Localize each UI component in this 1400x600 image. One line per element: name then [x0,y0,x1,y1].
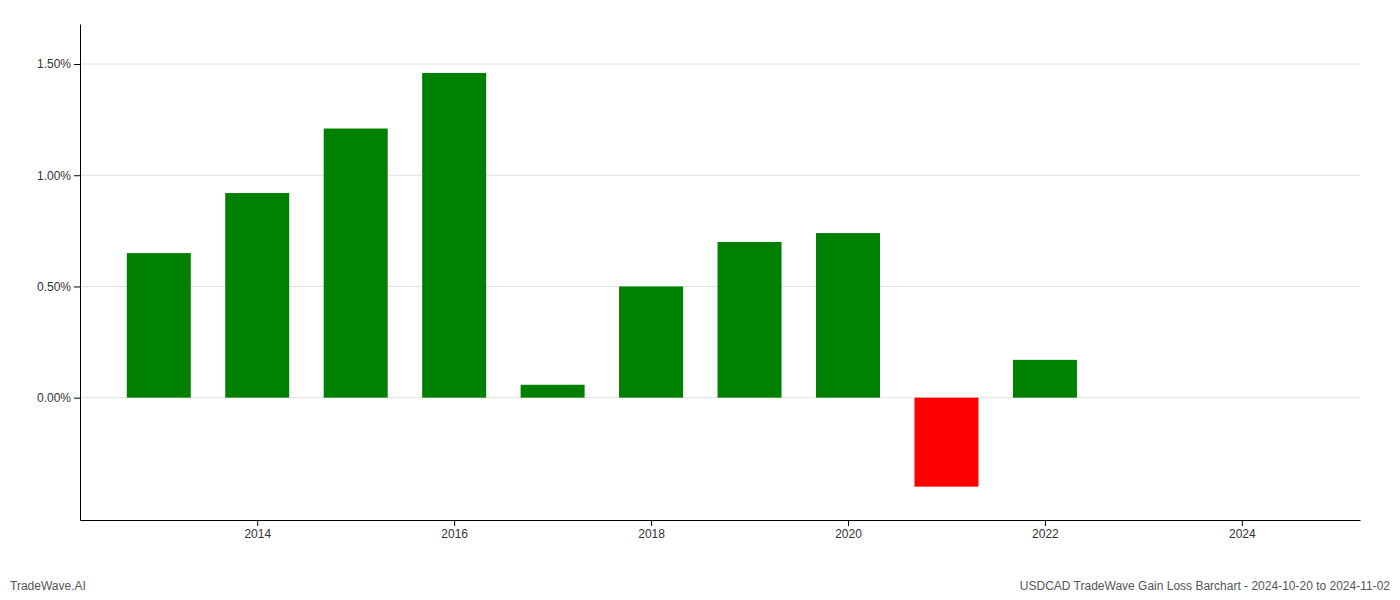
tick: 2022 [1032,520,1059,541]
bar [718,242,782,398]
tick-mark [454,520,455,526]
tick-mark [257,520,258,526]
tick: 2014 [244,520,271,541]
annotation: TradeWave.AI [10,579,86,593]
tick: 1.00% [37,169,80,183]
tick-label: 1.00% [37,169,71,183]
bar [127,253,191,398]
chart-container: 2014 2016 2018 2020 2022 2024 0.00% 0.50% 1.00% 1… [0,0,1400,600]
tick-label: 2016 [441,527,468,541]
bar [225,193,289,398]
bar [619,286,683,397]
bar [521,385,585,398]
tick-label: 2024 [1229,527,1256,541]
tick: 2024 [1229,520,1256,541]
grid-line [80,64,1360,65]
tick: 0.50% [37,280,80,294]
bar [324,129,388,398]
tick-mark [74,175,80,176]
annotation: USDCAD TradeWave Gain Loss Barchart - 20… [1020,579,1391,593]
footer: TradeWave.AI USDCAD TradeWave Gain Loss B… [10,579,1390,593]
tick-label: 2020 [835,527,862,541]
tick-mark [74,286,80,287]
y-axis: 0.00% 0.50% 1.00% 1.50% [37,25,81,521]
x-axis: 2014 2016 2018 2020 2022 2024 [81,520,1361,541]
tick-mark [74,64,80,65]
tick-label: 0.00% [37,391,71,405]
axis-line [81,520,1361,521]
grid [80,64,1360,398]
axis-line [80,25,81,521]
tick-label: 2014 [244,527,271,541]
tick: 2016 [441,520,468,541]
tick: 2018 [638,520,665,541]
bars [127,73,1077,487]
tick: 1.50% [37,57,80,71]
tick-mark [1045,520,1046,526]
tick-label: 2022 [1032,527,1059,541]
tick-label: 0.50% [37,280,71,294]
tick-label: 2018 [638,527,665,541]
bar [816,233,880,398]
chart: 2014 2016 2018 2020 2022 2024 0.00% 0.50% 1.00% 1… [0,0,1400,600]
bar [422,73,486,398]
bar [914,398,978,487]
tick-mark [1242,520,1243,526]
tick-mark [848,520,849,526]
tick: 2020 [835,520,862,541]
bar [1013,360,1077,398]
tick-label: 1.50% [37,57,71,71]
tick: 0.00% [37,391,80,405]
grid-line [80,175,1360,176]
tick-mark [651,520,652,526]
tick-mark [74,398,80,399]
